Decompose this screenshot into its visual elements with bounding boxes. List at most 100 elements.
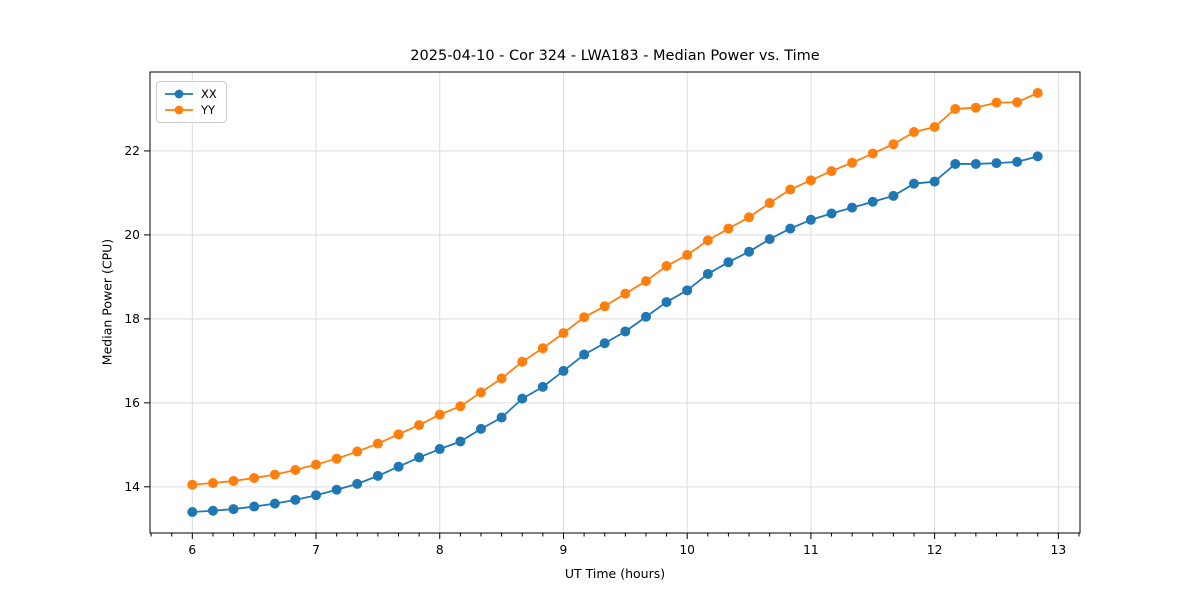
- data-point-yy: [970, 102, 981, 113]
- data-point-yy: [682, 250, 693, 261]
- y-axis-label: Median Power (CPU): [99, 238, 115, 366]
- axes-frame: [149, 71, 1081, 534]
- data-point-xx: [908, 178, 919, 189]
- data-point-xx: [228, 504, 239, 515]
- data-point-yy: [517, 356, 528, 367]
- data-point-xx: [393, 461, 404, 472]
- x-tick-label: 10: [679, 543, 695, 557]
- data-point-xx: [661, 297, 672, 308]
- data-point-yy: [579, 312, 590, 323]
- data-point-yy: [475, 387, 486, 398]
- data-point-xx: [929, 176, 940, 187]
- data-point-yy: [331, 453, 342, 464]
- data-point-yy: [826, 166, 837, 177]
- data-point-xx: [517, 393, 528, 404]
- data-point-yy: [558, 328, 569, 339]
- data-point-xx: [372, 470, 383, 481]
- data-point-xx: [579, 349, 590, 360]
- data-point-xx: [352, 478, 363, 489]
- data-point-xx: [311, 490, 322, 501]
- y-tick-label: 14: [124, 480, 140, 494]
- data-point-yy: [434, 409, 445, 420]
- data-point-yy: [640, 276, 651, 287]
- axis-ticks: [144, 150, 1080, 539]
- data-point-xx: [187, 507, 198, 518]
- data-point-xx: [805, 214, 816, 225]
- data-point-yy: [702, 235, 713, 246]
- chart-title: 2025-04-10 - Cor 324 - LWA183 - Median P…: [410, 48, 820, 64]
- data-point-xx: [744, 246, 755, 257]
- data-point-xx: [1012, 156, 1023, 167]
- data-point-xx: [414, 452, 425, 463]
- data-point-xx: [558, 365, 569, 376]
- data-point-xx: [702, 268, 713, 279]
- data-point-xx: [434, 444, 445, 455]
- data-point-yy: [537, 343, 548, 354]
- series-xx: [187, 151, 1043, 518]
- data-point-yy: [620, 288, 631, 299]
- data-point-yy: [991, 97, 1002, 108]
- legend-swatch-xx-icon: [165, 89, 193, 99]
- tick-labels: 6 7 8 9 10 11 12 13 14 16 18 20 22: [124, 144, 1066, 557]
- data-point-yy: [372, 438, 383, 449]
- data-point-yy: [414, 420, 425, 431]
- data-point-xx: [269, 498, 280, 509]
- data-point-xx: [331, 484, 342, 495]
- data-point-yy: [1012, 97, 1023, 108]
- data-point-xx: [290, 494, 301, 505]
- data-point-yy: [744, 212, 755, 223]
- x-tick-label: 8: [436, 543, 444, 557]
- legend: XX YY: [156, 81, 227, 123]
- data-point-yy: [393, 429, 404, 440]
- y-tick-label: 20: [124, 228, 140, 242]
- x-tick-label: 6: [188, 543, 196, 557]
- data-point-xx: [620, 326, 631, 337]
- data-point-yy: [1032, 87, 1043, 98]
- data-point-xx: [888, 190, 899, 201]
- data-point-xx: [950, 158, 961, 169]
- data-point-yy: [249, 472, 260, 483]
- data-point-xx: [826, 208, 837, 219]
- data-point-yy: [661, 260, 672, 271]
- data-point-xx: [970, 158, 981, 169]
- data-point-xx: [991, 158, 1002, 169]
- y-tick-label: 18: [124, 312, 140, 326]
- y-tick-label: 16: [124, 396, 140, 410]
- data-point-yy: [311, 459, 322, 470]
- data-point-yy: [764, 197, 775, 208]
- data-point-xx: [496, 412, 507, 423]
- legend-label-xx: XX: [201, 86, 217, 101]
- data-point-yy: [228, 475, 239, 486]
- data-point-yy: [805, 175, 816, 186]
- data-point-yy: [785, 184, 796, 195]
- data-point-yy: [908, 127, 919, 138]
- x-axis-label: UT Time (hours): [564, 566, 666, 581]
- x-tick-label: 11: [803, 543, 819, 557]
- data-point-yy: [207, 478, 218, 489]
- data-point-yy: [950, 103, 961, 114]
- x-tick-label: 7: [312, 543, 320, 557]
- x-tick-label: 12: [927, 543, 943, 557]
- x-tick-label: 9: [560, 543, 568, 557]
- data-point-xx: [682, 285, 693, 296]
- legend-entry-xx: XX: [157, 87, 226, 101]
- data-point-xx: [723, 257, 734, 268]
- data-point-xx: [537, 381, 548, 392]
- legend-entry-yy: YY: [157, 103, 226, 117]
- data-point-xx: [764, 234, 775, 245]
- data-point-xx: [207, 505, 218, 516]
- data-point-yy: [929, 122, 940, 133]
- legend-swatch-yy-icon: [165, 105, 193, 115]
- series-yy-line: [192, 92, 1039, 486]
- x-tick-label: 13: [1051, 543, 1067, 557]
- data-point-yy: [455, 401, 466, 412]
- grid: [150, 72, 1080, 533]
- data-point-yy: [888, 139, 899, 150]
- data-point-xx: [599, 338, 610, 349]
- data-point-yy: [352, 446, 363, 457]
- data-point-yy: [599, 301, 610, 312]
- series-yy: [187, 87, 1043, 490]
- data-point-yy: [867, 148, 878, 159]
